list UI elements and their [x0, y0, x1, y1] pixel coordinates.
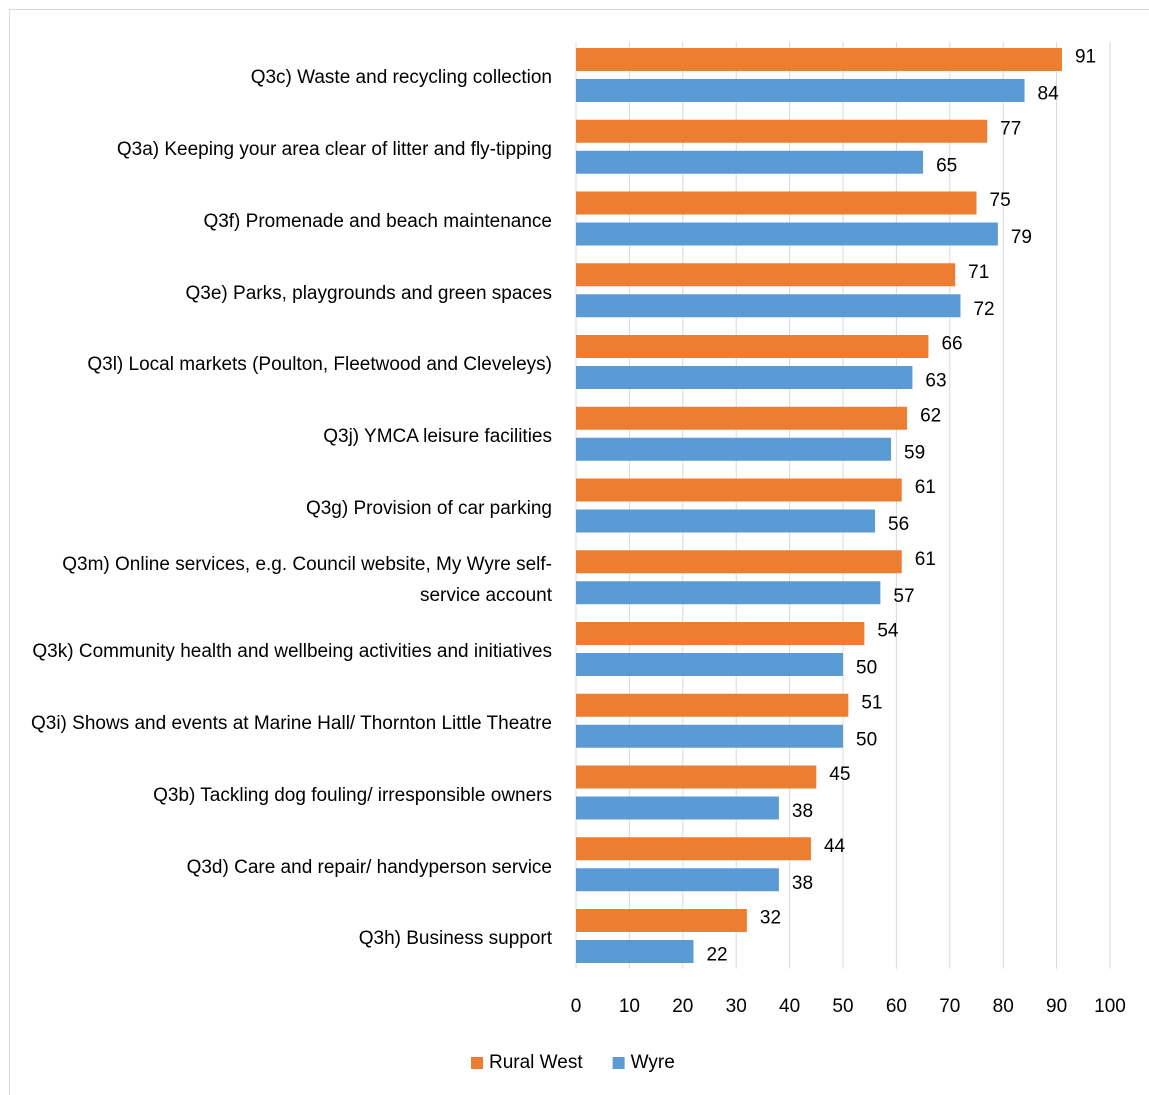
data-label: 75 — [990, 190, 1011, 211]
y-tick-label: Q3i) Shows and events at Marine Hall/ Th… — [30, 713, 552, 735]
bar — [576, 550, 902, 574]
y-tick-label: Q3j) YMCA leisure facilities — [323, 426, 552, 448]
data-label: 50 — [856, 658, 877, 679]
bar — [576, 263, 956, 287]
bar — [576, 909, 747, 932]
bar — [576, 796, 779, 820]
y-tick-label: Q3k) Community health and wellbeing acti… — [32, 641, 552, 663]
data-label: 91 — [1075, 47, 1096, 68]
data-label: 54 — [877, 621, 899, 642]
bar — [576, 191, 977, 215]
x-tick-label: 40 — [779, 996, 800, 1017]
legend-swatch — [612, 1057, 625, 1069]
bar — [576, 366, 913, 389]
y-tick-label: Q3h) Business support — [358, 928, 552, 950]
data-label: 63 — [925, 371, 946, 392]
chart-border — [9, 9, 1149, 1095]
bar — [576, 294, 961, 318]
y-tick-label: Q3f) Promenade and beach maintenance — [203, 210, 552, 232]
x-tick-label: 10 — [619, 996, 640, 1017]
x-tick-label: 50 — [832, 996, 853, 1017]
bar — [576, 693, 849, 717]
bar — [576, 724, 843, 748]
data-label: 50 — [856, 729, 877, 750]
bar — [576, 581, 881, 605]
data-label: 38 — [792, 801, 813, 822]
x-tick-label: 30 — [726, 996, 747, 1017]
bar — [576, 150, 924, 174]
data-label: 57 — [893, 586, 914, 607]
y-tick-label: Q3m) Online services, e.g. Council websi… — [62, 554, 552, 607]
data-label: 59 — [904, 442, 925, 463]
bar — [576, 653, 843, 676]
y-tick-label: Q3c) Waste and recycling collection — [250, 67, 552, 89]
y-tick-label: Q3g) Provision of car parking — [305, 497, 552, 519]
legend-swatch — [471, 1057, 483, 1069]
bar — [576, 119, 988, 143]
bar — [576, 406, 908, 430]
bar — [576, 222, 998, 246]
data-label: 61 — [915, 477, 936, 498]
data-label: 84 — [1038, 84, 1060, 105]
y-tick-label: Q3d) Care and repair/ handyperson servic… — [186, 856, 552, 878]
x-tick-label: 80 — [993, 996, 1014, 1017]
data-label: 22 — [706, 945, 727, 966]
data-label: 66 — [941, 334, 962, 355]
x-tick-label: 100 — [1094, 996, 1126, 1017]
y-tick-label: Q3a) Keeping your area clear of litter a… — [116, 139, 552, 161]
data-label: 62 — [920, 405, 941, 426]
bar — [576, 48, 1062, 71]
bar — [576, 335, 929, 358]
x-tick-label: 60 — [886, 996, 907, 1017]
x-tick-label: 20 — [672, 996, 693, 1017]
data-label: 32 — [760, 908, 781, 929]
y-tick-label: Q3b) Tackling dog fouling/ irresponsible… — [153, 784, 552, 806]
bar — [576, 868, 779, 892]
bar — [576, 437, 892, 461]
legend-label: Wyre — [631, 1052, 675, 1073]
data-label: 38 — [792, 873, 813, 894]
bar — [576, 765, 817, 789]
x-tick-label: 90 — [1046, 996, 1067, 1017]
bar — [576, 940, 694, 963]
data-label: 72 — [973, 299, 994, 320]
x-tick-label: 70 — [939, 996, 960, 1017]
data-label: 65 — [936, 155, 957, 176]
bar — [576, 837, 811, 861]
data-label: 61 — [915, 549, 936, 570]
data-label: 45 — [829, 764, 850, 785]
y-tick-label: Q3l) Local markets (Poulton, Fleetwood a… — [87, 354, 552, 376]
legend-label: Rural West — [489, 1052, 583, 1073]
x-tick-label: 0 — [571, 996, 582, 1017]
bar — [576, 509, 876, 533]
bar — [576, 478, 902, 502]
data-label: 56 — [888, 514, 909, 535]
data-label: 51 — [861, 692, 882, 713]
data-label: 44 — [824, 836, 846, 857]
data-label: 71 — [968, 262, 989, 283]
data-label: 79 — [1011, 227, 1032, 248]
y-tick-label: Q3e) Parks, playgrounds and green spaces — [185, 282, 553, 304]
bar — [576, 622, 865, 645]
bar — [576, 79, 1025, 102]
data-label: 77 — [1000, 118, 1021, 139]
